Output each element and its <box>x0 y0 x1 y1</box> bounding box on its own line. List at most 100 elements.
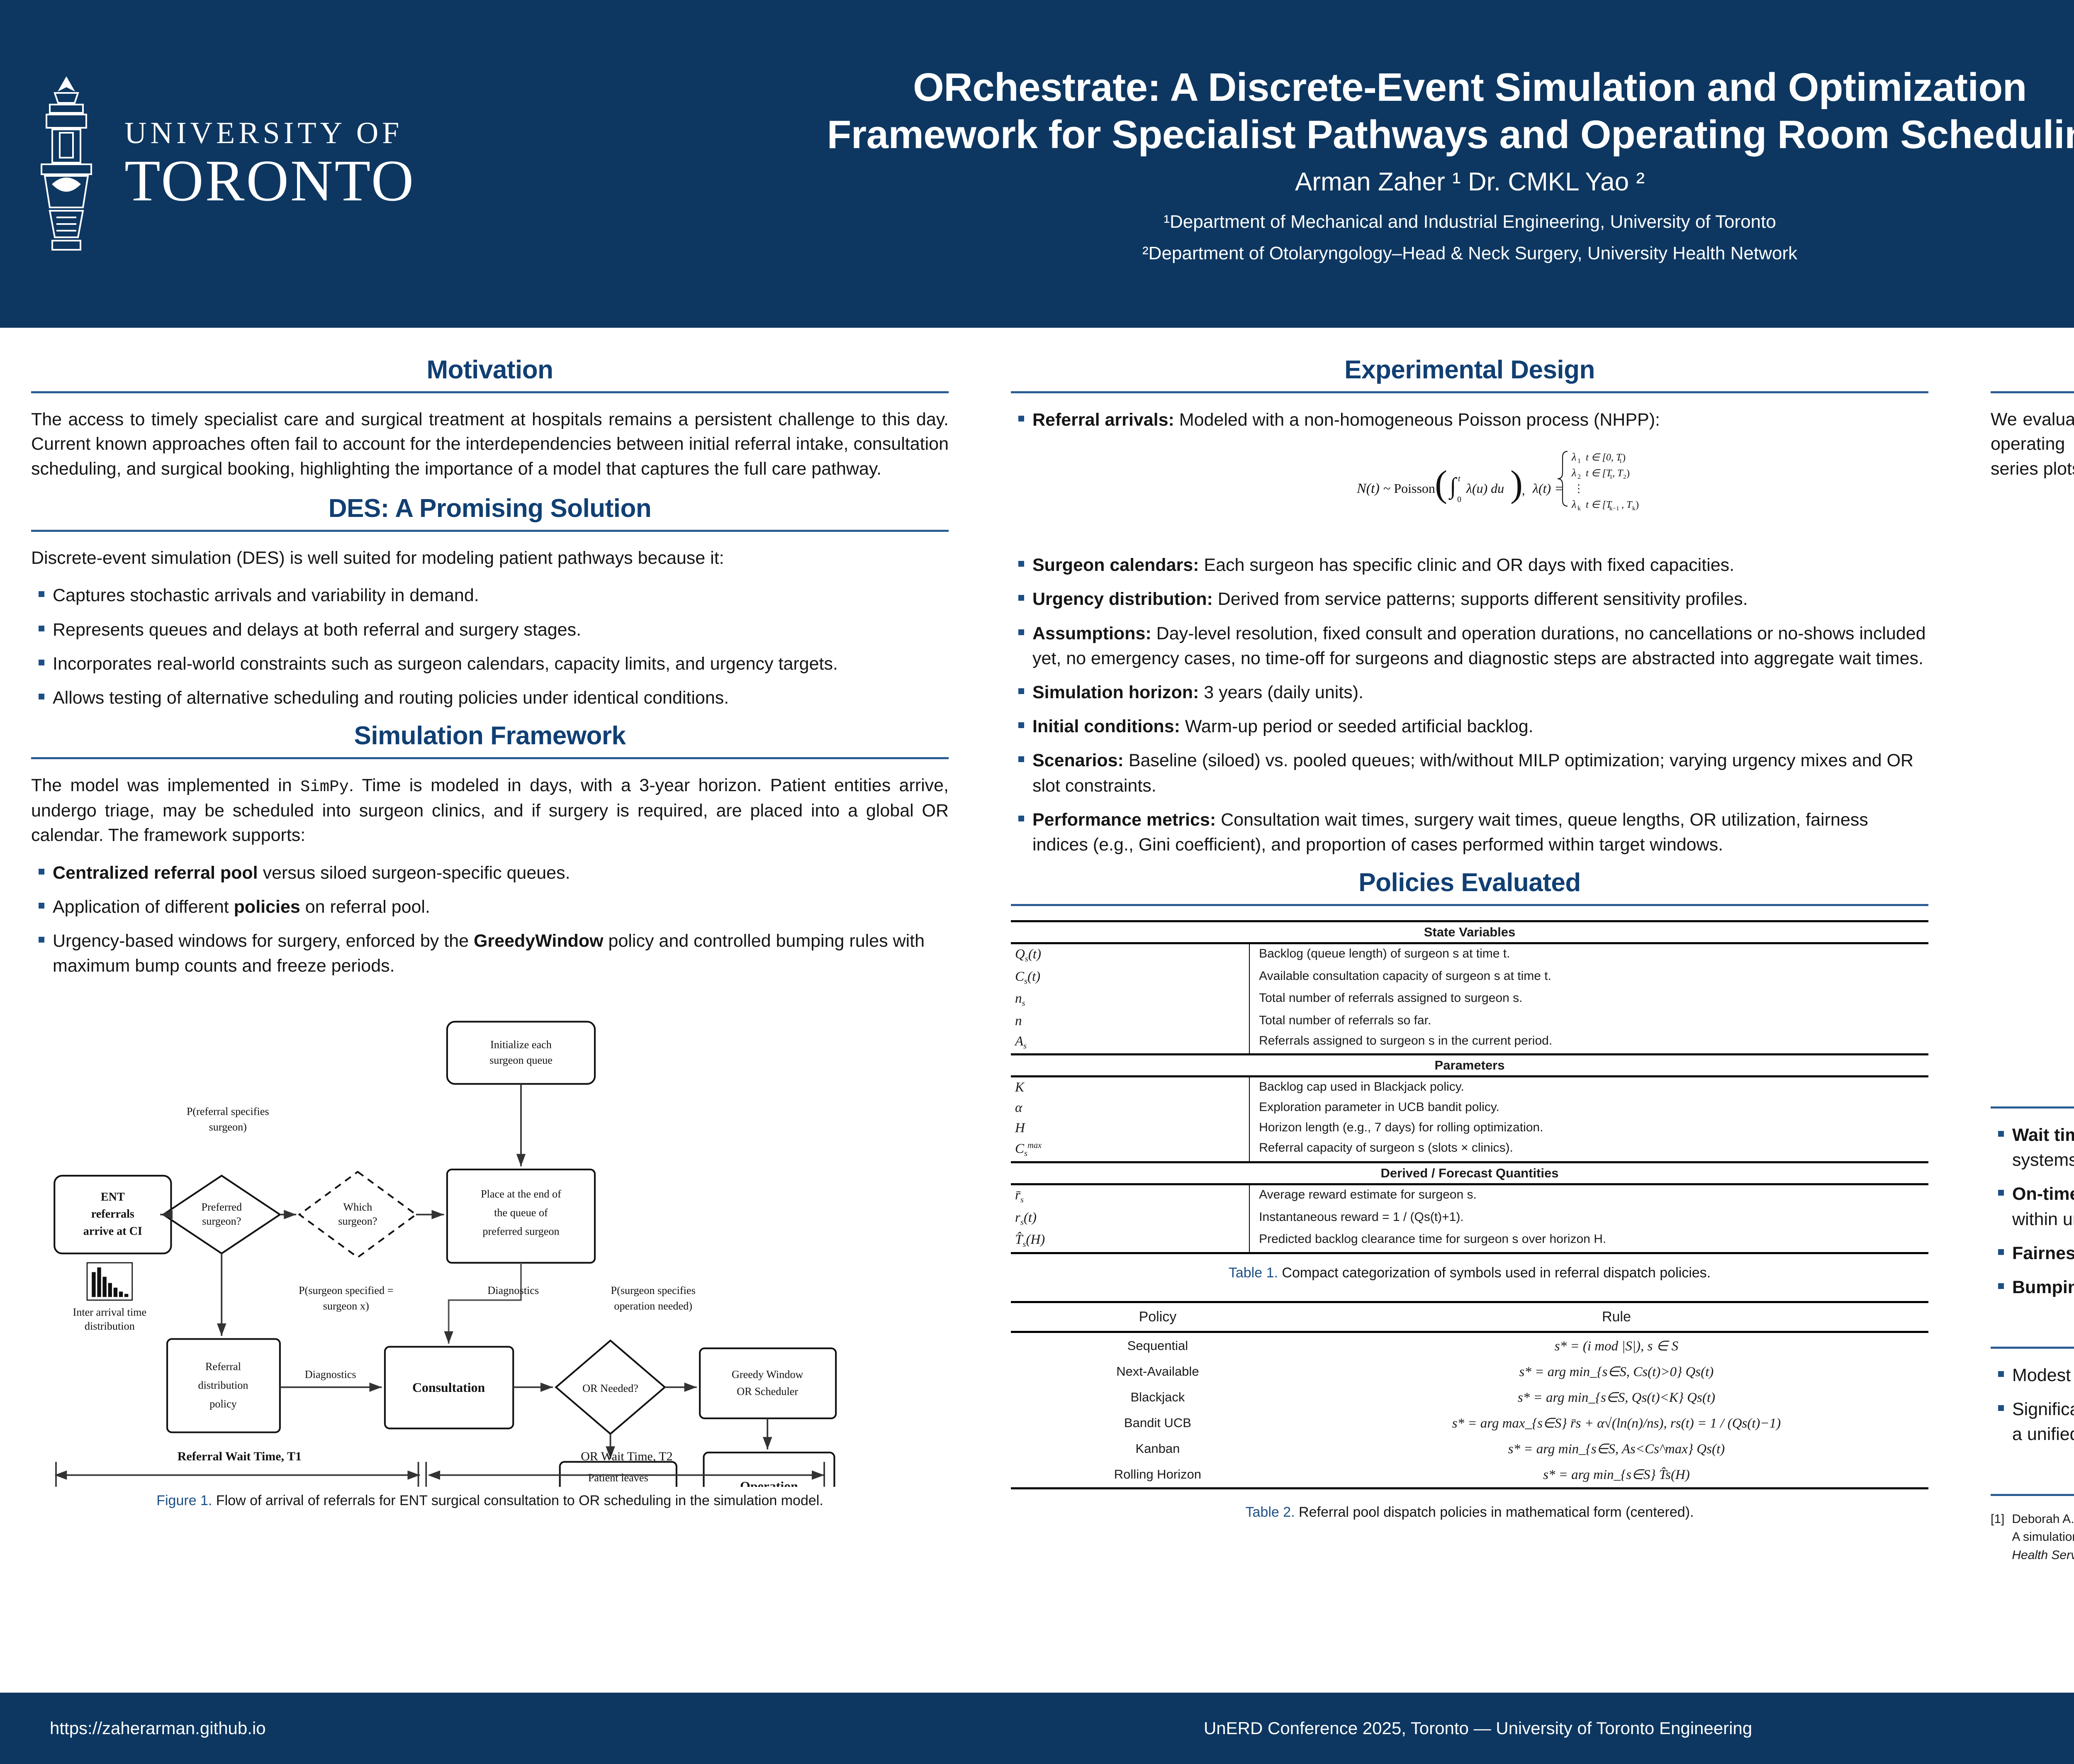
svg-text:OR Needed?: OR Needed? <box>582 1382 638 1394</box>
table-desc: Exploration parameter in UCB bandit poli… <box>1259 1100 1500 1114</box>
svg-text:λ(u) du: λ(u) du <box>1466 481 1504 496</box>
results-bullet-list: Wait times: Pooled queues consistently r… <box>1991 1123 2074 1300</box>
svg-text:Greedy Window: Greedy Window <box>732 1369 803 1381</box>
list-item: Wait times: Pooled queues consistently r… <box>1991 1123 2074 1172</box>
svg-text:Consultation: Consultation <box>412 1380 485 1395</box>
experimental-bullet-list: Surgeon calendars: Each surgeon has spec… <box>1011 553 1928 857</box>
svg-text:ENT: ENT <box>101 1191 125 1204</box>
table-symbol: As <box>1011 1031 1250 1055</box>
svg-text:1: 1 <box>1609 474 1613 480</box>
figure-1-number: Figure 1. <box>156 1493 212 1508</box>
svg-text:2: 2 <box>1577 473 1581 480</box>
uoft-logo: UNIVERSITY OF TORONTO <box>0 75 518 253</box>
bullet-bold: Assumptions: <box>1032 623 1151 643</box>
bullet-rest: Derived from service patterns; supports … <box>1212 589 1748 609</box>
svg-text:, T: , T <box>1621 499 1633 510</box>
section-divider <box>31 391 949 393</box>
reference-marker: [1] <box>1991 1512 2005 1526</box>
section-heading-references: References <box>1991 1458 2074 1487</box>
list-item: Captures stochastic arrivals and variabi… <box>31 583 949 608</box>
list-item: Performance metrics: Consultation wait t… <box>1011 807 1928 857</box>
bullet-bold: Scenarios: <box>1032 750 1124 771</box>
table-desc: Instantaneous reward = 1 / (Qs(t)+1). <box>1259 1210 1464 1224</box>
svg-text:(: ( <box>1435 463 1447 504</box>
list-item: Application of different policies on ref… <box>31 894 949 919</box>
section-divider <box>1991 1347 2074 1349</box>
footer-website[interactable]: https://zaherarman.github.io <box>50 1718 266 1738</box>
section-divider <box>1991 1494 2074 1496</box>
section-divider <box>31 529 949 532</box>
bullet-bold: Simulation horizon: <box>1032 682 1199 702</box>
table-symbol: r̄s <box>1011 1184 1250 1208</box>
table-desc: Referrals assigned to surgeon s in the c… <box>1259 1033 1553 1048</box>
svg-text:policy: policy <box>209 1398 237 1410</box>
svg-text:surgeon?: surgeon? <box>338 1215 377 1227</box>
svg-text:arrive at CI: arrive at CI <box>83 1225 142 1238</box>
svg-text:): ) <box>1626 468 1630 479</box>
framework-para-b: . Time is modeled in days, with a 3-year… <box>31 775 949 845</box>
policy-name: Kanban <box>1135 1441 1180 1456</box>
table-desc: Horizon length (e.g., 7 days) for rollin… <box>1259 1121 1543 1135</box>
svg-text:λ: λ <box>1571 498 1576 510</box>
column-left: Motivation The access to timely speciali… <box>0 328 980 1693</box>
poster-authors: Arman Zaher ¹ Dr. CMKL Yao ² <box>1295 167 1645 196</box>
svg-text:distribution: distribution <box>198 1379 248 1391</box>
nhpp-equation-svg: N(t) ~ Poisson ( ∫ t 0 λ(u) du ) , λ(t) … <box>1356 451 1639 512</box>
table-symbol: α <box>1011 1098 1250 1118</box>
figure-1-caption-text: Flow of arrival of referrals for ENT sur… <box>212 1493 823 1508</box>
section-heading-key-takeaways: Key Takeaways <box>1991 1311 2074 1340</box>
figure-3-timeseries: 010203040400050006000700080009000Time (d… <box>1991 781 2074 1034</box>
table-group-heading: Parameters <box>1434 1058 1505 1073</box>
motivation-paragraph: The access to timely specialist care and… <box>31 409 949 479</box>
bullet-bold: Urgency distribution: <box>1032 589 1213 609</box>
table-1-symbols: State Variables Qs(t) Backlog (queue leng… <box>1011 920 1928 1259</box>
label-inter-arrival: Inter arrival time <box>73 1306 146 1318</box>
column-right: Data Outputs We evaluated referral and s… <box>1960 328 2074 1693</box>
des-intro: Discrete-event simulation (DES) is well … <box>31 548 724 568</box>
bullet-bold: Initial conditions: <box>1032 716 1180 737</box>
framework-code-simpy: SimPy <box>300 778 349 797</box>
table-desc: Average reward estimate for surgeon s. <box>1259 1188 1477 1202</box>
list-item: Represents queues and delays at both ref… <box>31 617 949 642</box>
edge-label-p-surgeon-specified: P(surgeon specified = <box>299 1284 394 1296</box>
table-2-header-policy: Policy <box>1139 1308 1177 1325</box>
list-item: Centralized referral pool versus siloed … <box>31 860 949 885</box>
table-desc: Backlog cap used in Blackjack policy. <box>1259 1080 1464 1094</box>
svg-text:k: k <box>1577 505 1581 512</box>
list-item: Allows testing of alternative scheduling… <box>31 685 949 710</box>
table-1-caption: Table 1. Compact categorization of symbo… <box>1011 1265 1928 1281</box>
svg-text:): ) <box>1510 463 1523 504</box>
flowchart-svg: ENT referrals arrive at CI Inter arrival… <box>54 1021 837 1487</box>
svg-text:referrals: referrals <box>91 1208 134 1221</box>
svg-text:Patient leaves: Patient leaves <box>588 1472 648 1484</box>
svg-text:t: t <box>1458 474 1461 483</box>
table-2-caption-text: Referral pool dispatch policies in mathe… <box>1295 1504 1694 1520</box>
svg-text:,: , <box>1522 484 1525 497</box>
svg-text:⋮: ⋮ <box>1573 482 1584 495</box>
policy-rule: s* = (i mod |S|), s ∈ S <box>1554 1338 1679 1354</box>
section-heading-experimental-design: Experimental Design <box>1344 356 1595 384</box>
footer-conference: UnERD Conference 2025, Toronto — Univers… <box>1203 1718 1753 1738</box>
section-divider <box>31 757 949 760</box>
bullet-rest: Consultation wait times, surgery wait ti… <box>1032 809 1868 855</box>
svg-text:k: k <box>1632 505 1636 512</box>
uoft-line1: UNIVERSITY OF <box>124 116 403 150</box>
svg-text:1: 1 <box>1619 458 1622 465</box>
svg-text:Referral: Referral <box>205 1361 241 1373</box>
bullet-rest: The GreedyWindow policy significantly in… <box>2012 1209 2074 1229</box>
list-item: Bumping: Controlled bumping rules limite… <box>1991 1275 2074 1300</box>
table-2-header-rule: Rule <box>1602 1308 1631 1325</box>
table-desc: Referral capacity of surgeon s (slots × … <box>1259 1141 1513 1155</box>
svg-text:the queue of: the queue of <box>494 1207 548 1219</box>
svg-text:1: 1 <box>1577 458 1581 465</box>
svg-text:, T: , T <box>1612 468 1624 479</box>
uoft-line2: TORONTO <box>124 148 416 213</box>
svg-text:Operation: Operation <box>740 1479 798 1487</box>
svg-text:Place at the end of: Place at the end of <box>481 1188 561 1200</box>
des-bullet-list: Captures stochastic arrivals and variabi… <box>31 583 949 710</box>
column-middle: Experimental Design Referral arrivals: M… <box>980 328 1960 1693</box>
section-heading-des: DES: A Promising Solution <box>328 494 652 523</box>
reference-venue: Health Services and Outcomes Research Me… <box>2012 1548 2074 1562</box>
svg-text:t ∈ [T: t ∈ [T <box>1586 468 1612 479</box>
table-symbol: Csmax <box>1011 1138 1250 1162</box>
